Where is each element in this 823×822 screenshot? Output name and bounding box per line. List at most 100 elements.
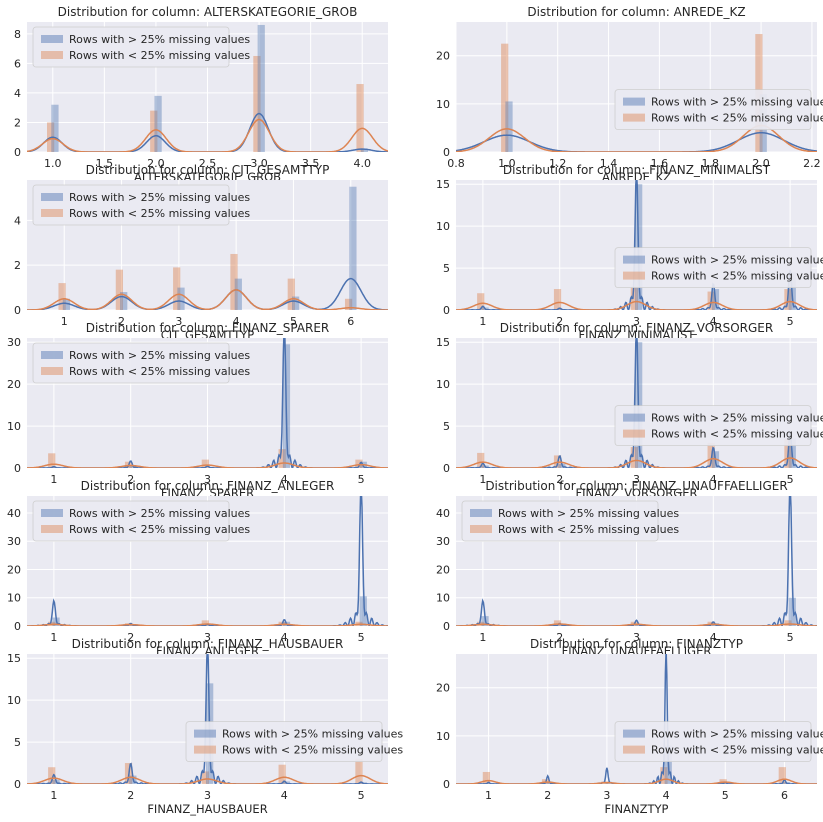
bar-gt <box>360 149 368 152</box>
x-tick-label: 2.2 <box>803 157 821 170</box>
legend-box <box>614 89 812 130</box>
y-tick-label: 10 <box>436 220 450 233</box>
legend: Rows with > 25% missing values Rows with … <box>614 405 823 447</box>
x-tick-label: 5 <box>290 315 297 328</box>
y-tick-label: 10 <box>436 592 450 605</box>
y-tick-label: 0 <box>14 462 21 475</box>
y-tick-label: 15 <box>7 652 21 665</box>
bar-gt <box>154 95 162 152</box>
bar-gt <box>292 296 300 310</box>
plot-area <box>456 496 817 626</box>
subplot-title: Distribution for column: FINANZ_SPARER <box>86 321 330 335</box>
legend: Rows with > 25% missing values Rows with … <box>614 721 823 762</box>
legend-swatch-gt <box>470 509 492 517</box>
kde-line-lt <box>456 457 817 468</box>
x-tick-label: 1 <box>479 315 486 328</box>
legend-label-lt: Rows with < 25% missing values <box>651 744 823 757</box>
plot-area <box>27 496 388 626</box>
bar-gt <box>257 24 265 152</box>
x-tick-label: 3 <box>204 789 211 802</box>
y-tick-label: 40 <box>7 507 21 520</box>
y-tick-label: 10 <box>7 592 21 605</box>
bar-gt <box>505 101 513 152</box>
x-tick-label: 2.5 <box>199 157 217 170</box>
bar-lt <box>784 620 792 626</box>
kde-line-lt <box>27 623 388 626</box>
x-tick-label: 4 <box>710 631 717 644</box>
x-tick-label: 1 <box>485 789 492 802</box>
bar-lt <box>630 447 638 468</box>
y-tick-label: 0 <box>443 304 450 317</box>
subplot-title: Distribution for column: FINANZTYP <box>530 637 743 651</box>
legend-box <box>614 247 812 289</box>
legend-swatch-gt <box>194 729 216 738</box>
legend: Rows with > 25% missing values Rows with … <box>614 89 823 130</box>
x-tick-label: 2 <box>556 315 563 328</box>
x-tick-label: 1 <box>50 789 57 802</box>
kde-line-gt <box>456 496 817 626</box>
subplot-title: Distribution for column: FINANZ_UNAUFFAE… <box>485 479 787 493</box>
legend-swatch-lt <box>41 51 63 59</box>
legend-swatch-gt <box>623 97 645 106</box>
bar-lt <box>553 289 562 310</box>
y-tick-label: 30 <box>7 336 21 349</box>
legend-swatch-gt <box>623 413 645 422</box>
y-tick-label: 8 <box>14 28 21 41</box>
x-tick-label: 2 <box>544 789 551 802</box>
bar-gt <box>51 104 59 152</box>
legend-box <box>32 500 230 542</box>
x-tick-label: 2.0 <box>147 157 165 170</box>
y-tick-label: 5 <box>14 736 21 749</box>
x-tick-label: 3 <box>633 631 640 644</box>
kde-line-lt <box>27 774 388 784</box>
legend: Rows with > 25% missing values Rows with … <box>185 721 403 762</box>
y-tick-label: 4 <box>14 214 21 227</box>
legend-swatch-lt <box>41 367 63 375</box>
y-tick-label: 20 <box>436 563 450 576</box>
legend-label-gt: Rows with > 25% missing values <box>69 191 250 204</box>
x-tick-label: 1 <box>61 315 68 328</box>
y-tick-label: 0 <box>443 778 450 791</box>
x-tick-label: 5 <box>787 315 794 328</box>
x-tick-label: 5 <box>358 631 365 644</box>
y-tick-label: 4 <box>14 87 21 100</box>
legend-label-gt: Rows with > 25% missing values <box>69 33 250 46</box>
subplot-title: Distribution for column: FINANZ_MINIMALI… <box>503 163 771 177</box>
subplot-8: 1 2 3 4 5010203040FINANZ_UNAUFFAELLIGERRows … <box>436 479 817 658</box>
x-tick-label: 5 <box>787 631 794 644</box>
x-tick-label: 3 <box>204 631 211 644</box>
legend: Rows with > 25% missing values Rows with … <box>32 184 250 226</box>
x-tick-label: 0.8 <box>447 157 465 170</box>
legend-swatch-gt <box>41 35 63 43</box>
legend-label-lt: Rows with < 25% missing values <box>498 523 679 536</box>
bar-lt <box>173 267 181 310</box>
y-tick-label: 10 <box>436 730 450 743</box>
legend-swatch-lt <box>623 271 645 280</box>
bar-lt <box>201 620 209 626</box>
x-tick-label: 3.0 <box>250 157 268 170</box>
legend-label-gt: Rows with > 25% missing values <box>651 412 823 425</box>
x-tick-label: 4 <box>233 315 240 328</box>
plot-area <box>456 338 817 468</box>
legend-label-lt: Rows with < 25% missing values <box>69 207 250 220</box>
subplot-title: Distribution for column: ANREDE_KZ <box>527 5 745 19</box>
legend-swatch-gt <box>623 729 645 738</box>
legend-swatch-lt <box>41 209 63 217</box>
plot-background <box>456 22 817 152</box>
bar-lt <box>630 286 638 310</box>
y-tick-label: 0 <box>14 620 21 633</box>
y-tick-label: 20 <box>7 563 21 576</box>
bar-lt <box>344 298 353 310</box>
legend: Rows with > 25% missing values Rows with … <box>32 500 250 542</box>
y-tick-label: 20 <box>436 50 450 63</box>
x-tick-label: 1.0 <box>498 157 516 170</box>
y-tick-label: 20 <box>436 682 450 695</box>
legend-label-gt: Rows with > 25% missing values <box>651 254 823 267</box>
y-tick-label: 40 <box>436 507 450 520</box>
legend-swatch-gt <box>41 193 63 201</box>
x-tick-label: 1.8 <box>701 157 719 170</box>
